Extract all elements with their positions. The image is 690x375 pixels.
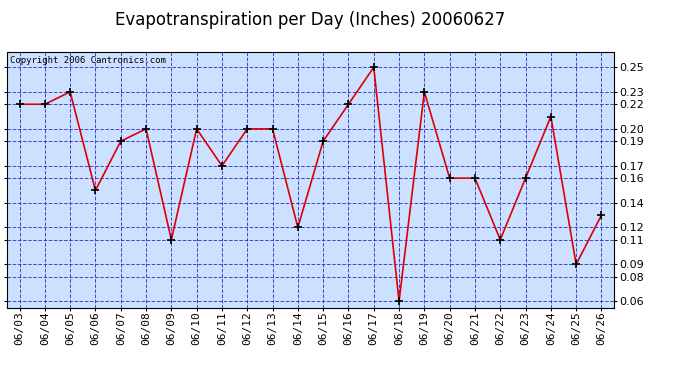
Text: Evapotranspiration per Day (Inches) 20060627: Evapotranspiration per Day (Inches) 2006… bbox=[115, 11, 506, 29]
Text: Copyright 2006 Cantronics.com: Copyright 2006 Cantronics.com bbox=[10, 56, 166, 65]
